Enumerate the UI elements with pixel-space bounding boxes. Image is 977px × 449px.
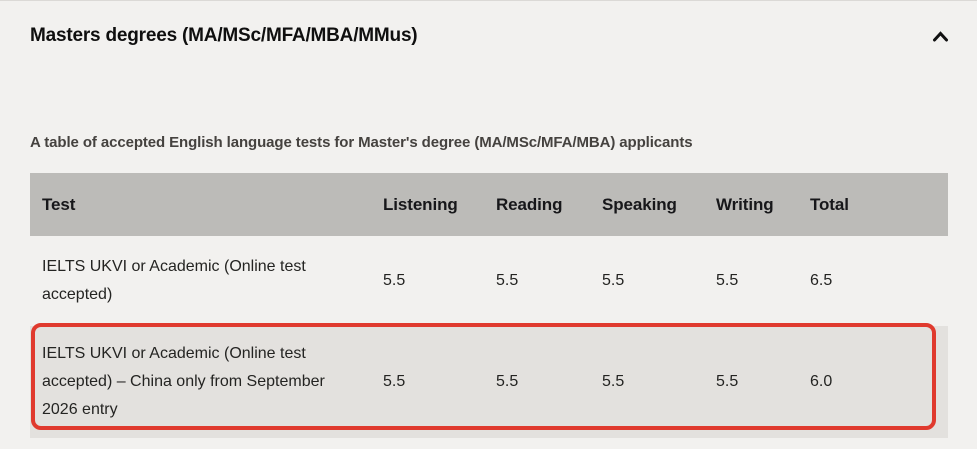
- table-row-ielts-ukvi: IELTS UKVI or Academic (Online test acce…: [30, 236, 948, 326]
- cell-speaking: 5.5: [602, 373, 625, 390]
- cell-reading: 5.5: [496, 373, 519, 390]
- cell-reading: 5.5: [496, 272, 519, 289]
- column-header-speaking: Speaking: [602, 194, 677, 214]
- english-tests-table: Test Listening Reading Speaking Writing …: [30, 173, 948, 438]
- cell-total: 6.0: [810, 373, 833, 390]
- column-header-total: Total: [810, 194, 849, 214]
- accordion-title: Masters degrees (MA/MSc/MFA/MBA/MMus): [30, 25, 418, 46]
- cell-listening: 5.5: [383, 373, 406, 390]
- cell-speaking: 5.5: [602, 272, 625, 289]
- column-header-listening: Listening: [383, 194, 458, 214]
- table-caption: A table of accepted English language tes…: [30, 134, 693, 151]
- cell-listening: 5.5: [383, 272, 406, 289]
- cell-writing: 5.5: [716, 373, 739, 390]
- cell-writing: 5.5: [716, 272, 739, 289]
- table-header-row: Test Listening Reading Speaking Writing …: [30, 173, 948, 236]
- accordion-header-masters-degrees[interactable]: Masters degrees (MA/MSc/MFA/MBA/MMus): [30, 15, 949, 57]
- cell-test: IELTS UKVI or Academic (Online test acce…: [42, 258, 306, 303]
- column-header-reading: Reading: [496, 194, 563, 214]
- table-row-ielts-ukvi-china: IELTS UKVI or Academic (Online test acce…: [30, 326, 948, 438]
- chevron-up-icon: [932, 30, 949, 42]
- cell-test: IELTS UKVI or Academic (Online test acce…: [42, 345, 325, 418]
- cell-total: 6.5: [810, 272, 833, 289]
- column-header-writing: Writing: [716, 194, 774, 214]
- column-header-test: Test: [42, 194, 76, 214]
